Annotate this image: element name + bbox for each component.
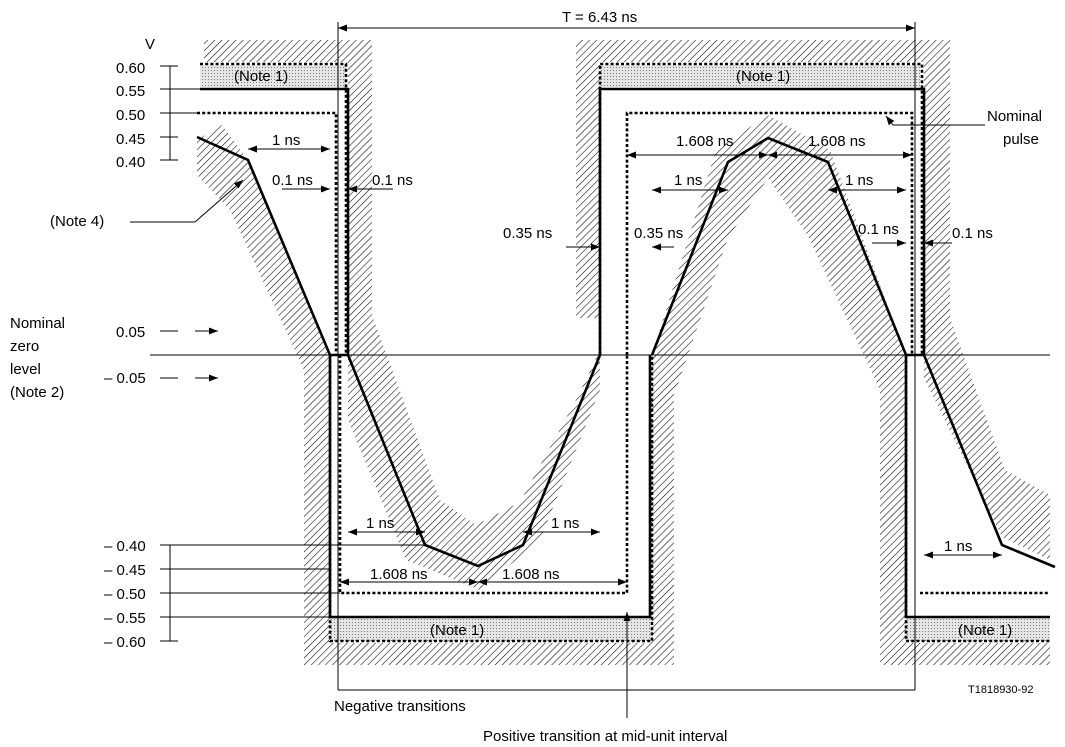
dotted-bands <box>200 65 1050 641</box>
dim-0-1ns-upper-right-right: 0.1 ns <box>952 225 993 242</box>
tick-label: – 0.05 <box>104 370 146 387</box>
tick-label: 0.60 <box>116 60 145 77</box>
dotted-band-bottom-left <box>330 617 652 641</box>
tick-label: – 0.60 <box>104 634 146 651</box>
dotted-band-top-left <box>200 65 346 87</box>
dim-0-35ns-right: 0.35 ns <box>634 225 683 242</box>
axis-unit-label: V <box>145 36 155 53</box>
tick-label: 0.40 <box>116 154 145 171</box>
dim-0-1ns-right: 0.1 ns <box>372 172 413 189</box>
nominal-zero-line1: Nominal <box>10 315 65 332</box>
dim-0-1ns-left: 0.1 ns <box>272 172 313 189</box>
dim-1ns-upper-right: 1 ns <box>845 172 873 189</box>
tick-label: 0.05 <box>116 324 145 341</box>
dim-1ns-lower-right: 1 ns <box>551 515 579 532</box>
note1-label-bottom-left: (Note 1) <box>430 622 484 639</box>
lower-mask-inner-dashed-left <box>338 355 629 595</box>
upper-mask-solid-right <box>598 87 926 355</box>
tick-label: – 0.45 <box>104 562 146 579</box>
tick-label: 0.50 <box>116 107 145 124</box>
mask-band-slope-4 <box>924 318 1050 560</box>
dim-0-1ns-upper-right-left: 0.1 ns <box>858 221 899 238</box>
mask-hatched-regions <box>197 40 1050 665</box>
note4-label: (Note 4) <box>50 213 104 230</box>
mask-band-upper-left <box>204 40 372 318</box>
upper-mask-dashed-left <box>200 62 348 355</box>
dim-1ns-upper-left: 1 ns <box>272 132 300 149</box>
note1-label-bottom-right: (Note 1) <box>958 622 1012 639</box>
dim-1608ns-lower-left: 1.608 ns <box>370 566 428 583</box>
dim-1608ns-upper-left: 1.608 ns <box>676 133 734 150</box>
note1-label-top-left: (Note 1) <box>234 68 288 85</box>
upper-mask-inner-dashed-right <box>625 111 914 355</box>
dim-0-35ns-left: 0.35 ns <box>503 225 552 242</box>
dim-1ns-lower-far-right: 1 ns <box>944 538 972 555</box>
lower-mask-solid-left <box>328 355 652 619</box>
negative-transitions-label: Negative transitions <box>334 698 466 715</box>
tick-label: – 0.55 <box>104 610 146 627</box>
nominal-zero-label: Nominal zero level (Note 2) <box>10 315 65 401</box>
mask-band-slope-1 <box>197 125 330 395</box>
dotted-band-top-right <box>600 65 920 87</box>
dim-1608ns-upper-right: 1.608 ns <box>808 133 866 150</box>
note4-arrow <box>194 179 244 223</box>
nominal-pulse-line2: pulse <box>1003 131 1039 148</box>
dim-1608ns-lower-right: 1.608 ns <box>502 566 560 583</box>
nominal-pulse-arrow <box>885 115 895 126</box>
dim-1ns-upper-mid: 1 ns <box>674 172 702 189</box>
y-axis: V 0.60 0.55 0.50 0.45 0.40 0.05 – 0.05 –… <box>104 36 425 651</box>
nominal-zero-line2: zero <box>10 338 39 355</box>
upper-mask-solid-left <box>200 87 350 355</box>
nominal-zero-line3: level <box>10 361 41 378</box>
figure-id: T1818930-92 <box>968 684 1033 696</box>
lower-mask-solid-right <box>904 355 1050 619</box>
mask-band-slope-3 <box>652 115 906 390</box>
positive-transition-label: Positive transition at mid-unit interval <box>483 728 727 745</box>
nominal-pulse-line1: Nominal <box>987 108 1042 125</box>
note1-label-top-right: (Note 1) <box>736 68 790 85</box>
tick-label: – 0.40 <box>104 538 146 555</box>
nominal-zero-line4: (Note 2) <box>10 384 64 401</box>
dim-1ns-lower-left: 1 ns <box>366 515 394 532</box>
tick-label: – 0.50 <box>104 586 146 603</box>
period-label: T = 6.43 ns <box>562 9 637 26</box>
mask-band-lower-right <box>880 388 1050 665</box>
tick-label: 0.55 <box>116 83 145 100</box>
tick-label: 0.45 <box>116 131 145 148</box>
mask-band-slope-2 <box>348 315 600 590</box>
dotted-band-bottom-right <box>906 617 1050 641</box>
